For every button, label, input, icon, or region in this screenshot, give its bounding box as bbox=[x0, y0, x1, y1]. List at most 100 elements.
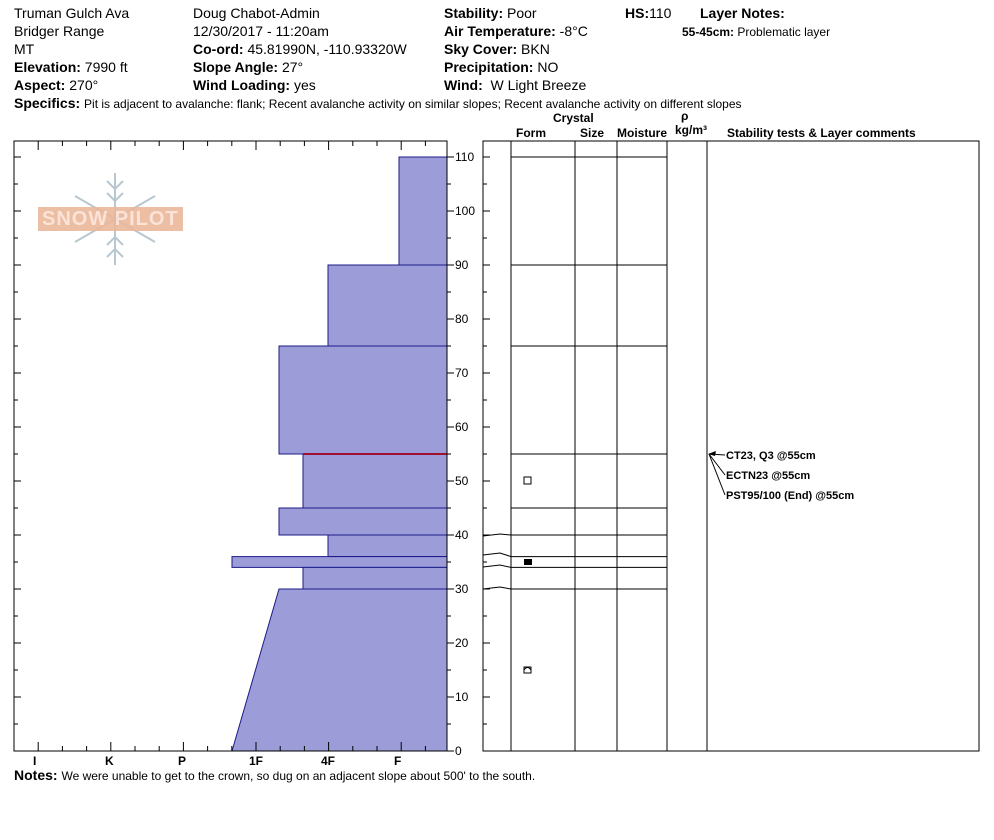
stability-label: Stability: bbox=[444, 5, 504, 21]
coord-label: Co-ord: bbox=[193, 41, 244, 57]
depth-label: 90 bbox=[455, 258, 469, 272]
stability-test-label: ECTN23 @55cm bbox=[726, 470, 811, 482]
hardness-layer bbox=[327, 534, 448, 558]
moisture-header: Moisture bbox=[617, 126, 668, 140]
notes-text: We were unable to get to the crown, so d… bbox=[61, 769, 536, 783]
hardness-label: 1F bbox=[249, 754, 264, 768]
coord-value: 45.81990N, -110.93320W bbox=[247, 41, 407, 57]
frames bbox=[13, 140, 980, 752]
wind-label: Wind: bbox=[444, 77, 483, 93]
wind-loading-value: yes bbox=[293, 77, 316, 93]
sky-value: BKN bbox=[521, 41, 550, 57]
precipitation: Precipitation: NO bbox=[444, 59, 558, 75]
slope-label: Slope Angle: bbox=[193, 59, 279, 75]
wind: Wind: W Light Breeze bbox=[444, 77, 586, 93]
coordinates: Co-ord: 45.81990N, -110.93320W bbox=[193, 41, 407, 57]
specifics-text: Pit is adjacent to avalanche: flank; Rec… bbox=[84, 97, 742, 111]
depth-label: 100 bbox=[455, 204, 476, 218]
hardness-layer bbox=[398, 156, 448, 266]
depth-label: 20 bbox=[455, 636, 469, 650]
hardness-layer bbox=[278, 345, 448, 455]
layer-notes-label: Layer Notes: bbox=[700, 5, 785, 21]
notes: Notes: We were unable to get to the crow… bbox=[14, 767, 535, 784]
layer-connector bbox=[482, 564, 512, 568]
stability: Stability: Poor bbox=[444, 5, 537, 21]
notes-label: Notes: bbox=[14, 767, 58, 783]
specifics: Specifics: Pit is adjacent to avalanche:… bbox=[14, 95, 742, 112]
snowpilot-logo: SNOW PILOT bbox=[38, 207, 183, 231]
depth-label: 10 bbox=[455, 690, 469, 704]
crystal-form-faceted-icon bbox=[523, 476, 532, 485]
wind-value: W Light Breeze bbox=[490, 77, 587, 93]
layer-note: 55-45cm: Problematic layer bbox=[682, 24, 830, 40]
mountain-range: Bridger Range bbox=[14, 23, 105, 39]
stability-value: Poor bbox=[507, 5, 537, 21]
crystal-form-solid-icon bbox=[524, 559, 532, 565]
air-temperature: Air Temperature: -8°C bbox=[444, 23, 588, 39]
layer-connector bbox=[482, 586, 512, 590]
aspect-value: 270° bbox=[69, 77, 99, 93]
depth-label: 0 bbox=[455, 744, 462, 758]
density-symbol: ρ bbox=[681, 109, 689, 123]
precip-value: NO bbox=[537, 59, 559, 75]
air-temp-value: -8°C bbox=[559, 23, 588, 39]
hardness-label: I bbox=[33, 754, 37, 768]
sky-label: Sky Cover: bbox=[444, 41, 518, 57]
hardness-layer bbox=[302, 566, 448, 590]
depth-label: 60 bbox=[455, 420, 469, 434]
observer: Doug Chabot-Admin bbox=[193, 5, 320, 21]
hardness-layer bbox=[231, 556, 448, 568]
depth-label: 70 bbox=[455, 366, 469, 380]
depth-label: 80 bbox=[455, 312, 469, 326]
crystal-header: Crystal bbox=[553, 111, 594, 125]
aspect-label: Aspect: bbox=[14, 77, 66, 93]
sky-cover: Sky Cover: BKN bbox=[444, 41, 550, 57]
hardness-label: P bbox=[178, 754, 187, 768]
stability-test-label: CT23, Q3 @55cm bbox=[726, 450, 816, 462]
hs-label: HS: bbox=[625, 5, 650, 21]
depth-label: 30 bbox=[455, 582, 469, 596]
hs-value: 110 bbox=[649, 5, 672, 21]
hardness-layer bbox=[302, 453, 448, 509]
density-unit: kg/m³ bbox=[675, 123, 708, 137]
hardness-layer bbox=[278, 507, 448, 536]
stability-test-arrow bbox=[708, 453, 726, 476]
layer-connector bbox=[482, 552, 512, 558]
depth-label: 40 bbox=[455, 528, 469, 542]
stability-test-label: PST95/100 (End) @55cm bbox=[726, 490, 855, 502]
slope-value: 27° bbox=[281, 59, 304, 75]
layer-note-range: 55-45cm: bbox=[682, 25, 735, 39]
aspect: Aspect: 270° bbox=[14, 77, 98, 93]
crystal-form-mixed-icon bbox=[523, 667, 532, 671]
snow-height: HS:110 bbox=[625, 5, 671, 21]
hardness-layer bbox=[231, 588, 448, 752]
layer-table-frame bbox=[482, 140, 980, 752]
hardness-label: K bbox=[105, 754, 114, 768]
specifics-label: Specifics: bbox=[14, 95, 81, 111]
datetime: 12/30/2017 - 11:20am bbox=[193, 23, 329, 39]
depth-label: 110 bbox=[455, 150, 475, 164]
hardness-layers bbox=[231, 156, 448, 752]
stability-tests-header: Stability tests & Layer comments bbox=[727, 126, 916, 140]
hardness-label: F bbox=[394, 754, 402, 768]
state: MT bbox=[14, 41, 35, 57]
hardness-plot-frame bbox=[13, 140, 448, 752]
wind-loading: Wind Loading: yes bbox=[193, 77, 316, 93]
form-header: Form bbox=[516, 126, 546, 140]
hardness-layer bbox=[327, 264, 448, 347]
arrowhead-icon bbox=[708, 451, 716, 456]
size-header: Size bbox=[580, 126, 605, 140]
slope-angle: Slope Angle: 27° bbox=[193, 59, 303, 75]
layer-note-text: Problematic layer bbox=[737, 25, 831, 39]
profile-lines bbox=[482, 156, 667, 590]
depth-label: 50 bbox=[455, 474, 469, 488]
precip-label: Precipitation: bbox=[444, 59, 534, 75]
elevation-label: Elevation: bbox=[14, 59, 81, 75]
elevation-value: 7990 ft bbox=[84, 59, 128, 75]
location: Truman Gulch Ava bbox=[14, 5, 130, 21]
hardness-label: 4F bbox=[321, 754, 336, 768]
elevation: Elevation: 7990 ft bbox=[14, 59, 128, 75]
air-temp-label: Air Temperature: bbox=[444, 23, 556, 39]
marks bbox=[523, 451, 726, 674]
